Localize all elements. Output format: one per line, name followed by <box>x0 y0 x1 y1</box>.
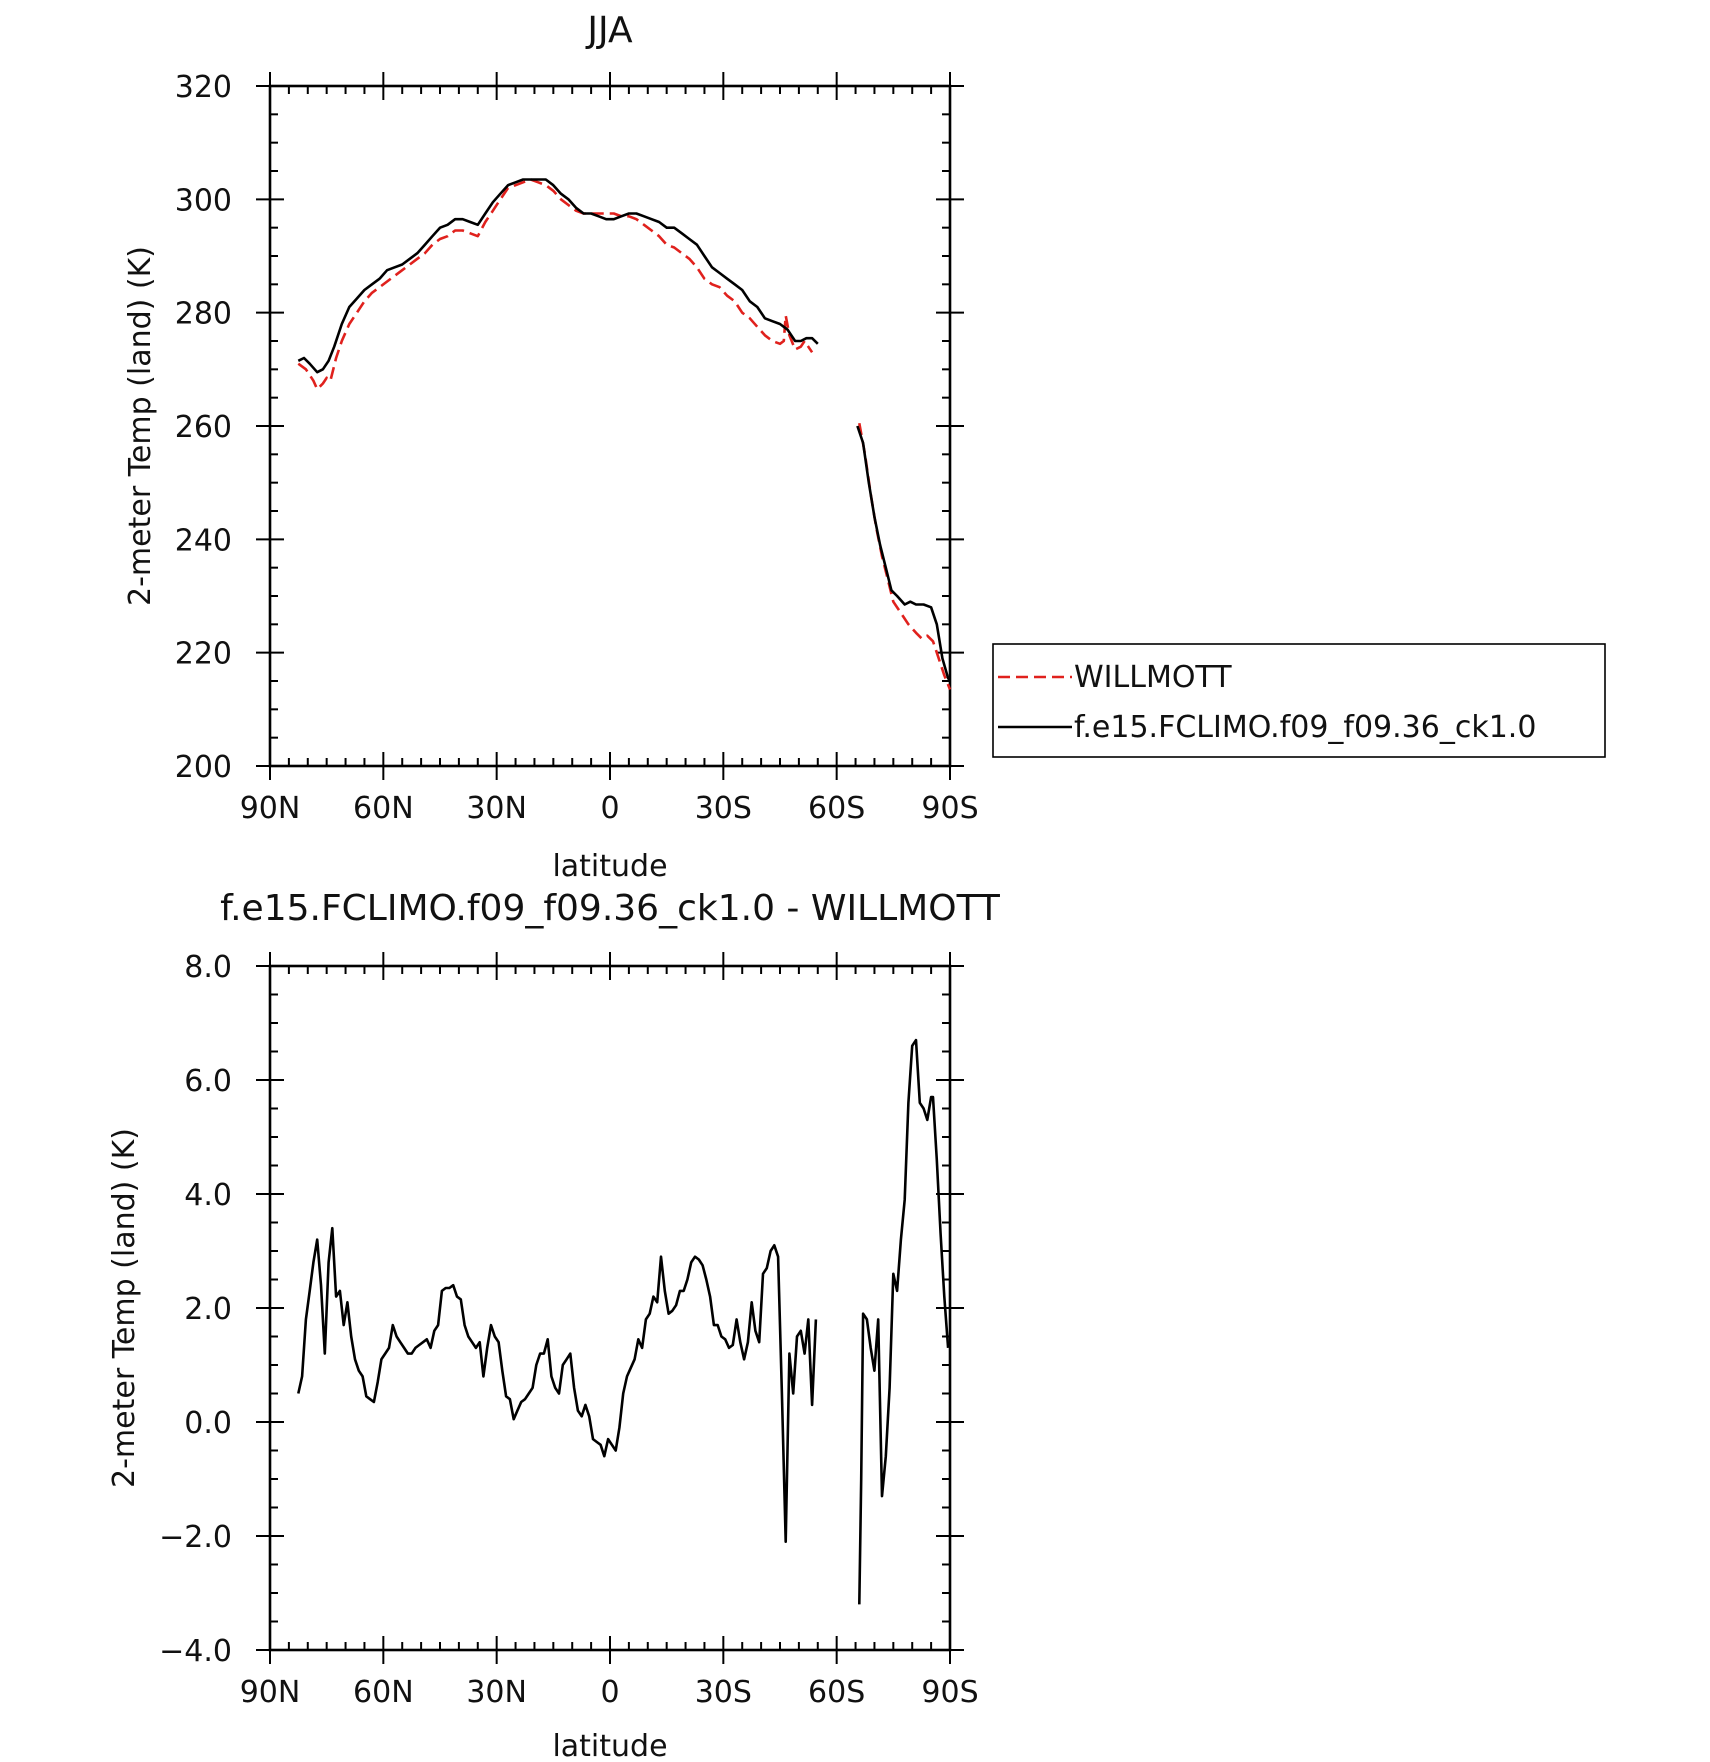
bottom-y-tick-label: 4.0 <box>184 1178 232 1213</box>
bottom-x-tick-label: 90S <box>921 1675 978 1710</box>
top-y-tick-label: 260 <box>175 410 232 445</box>
bottom-x-tick-label: 60S <box>808 1675 865 1710</box>
difference-panel: f.e15.FCLIMO.f09_f09.36_ck1.0 - WILLMOTT… <box>107 888 1001 1762</box>
top-y-tick-label: 300 <box>175 183 232 218</box>
bottom-y-axis-title: 2-meter Temp (land) (K) <box>107 1128 142 1488</box>
top-series-1-line <box>297 178 819 374</box>
top-plot-title: JJA <box>585 10 633 51</box>
bottom-series-0-line <box>858 1038 950 1605</box>
top-x-tick-label: 0 <box>600 791 619 826</box>
bottom-y-tick-label: −2.0 <box>159 1520 232 1555</box>
top-series-group <box>297 178 952 690</box>
top-y-tick-label: 220 <box>175 637 232 672</box>
bottom-x-tick-label: 60N <box>353 1675 414 1710</box>
top-x-tick-label: 90N <box>240 791 301 826</box>
top-x-tick-label: 60S <box>808 791 865 826</box>
top-x-tick-label: 90S <box>921 791 978 826</box>
top-y-axis-title: 2-meter Temp (land) (K) <box>123 246 158 606</box>
top-x-tick-label: 30N <box>466 791 527 826</box>
top-series-1-line <box>856 425 952 682</box>
legend-box <box>992 643 1606 758</box>
top-y-tick-label: 240 <box>175 523 232 558</box>
top-y-tick-label: 320 <box>175 70 232 105</box>
bottom-x-tick-label: 90N <box>240 1675 301 1710</box>
legend-label-model: f.e15.FCLIMO.f09_f09.36_ck1.0 <box>1074 710 1536 745</box>
bottom-y-tick-label: 0.0 <box>184 1406 232 1441</box>
bottom-y-tick-label: −4.0 <box>159 1634 232 1669</box>
top-series-0-line <box>297 178 814 391</box>
top-x-tick-label: 60N <box>353 791 414 826</box>
bottom-series-group <box>297 1038 950 1605</box>
temperature-panel: JJA 90N 60N 30N 0 30S 60S 90S 200 220 240 260 280 30… <box>123 10 1606 884</box>
bottom-y-tick-label: 8.0 <box>184 950 232 985</box>
bottom-series-0-line <box>297 1226 818 1543</box>
top-x-tick-label: 30S <box>695 791 752 826</box>
legend-label-willmott: WILLMOTT <box>1074 660 1232 695</box>
bottom-x-tick-label: 30N <box>466 1675 527 1710</box>
bottom-y-tick-label: 2.0 <box>184 1292 232 1327</box>
bottom-x-axis-title: latitude <box>552 1729 667 1762</box>
bottom-plot-title: f.e15.FCLIMO.f09_f09.36_ck1.0 - WILLMOTT <box>220 888 1001 929</box>
bottom-axis-ticks: 90N 60N 30N 0 30S 60S 90S −4.0 −2.0 0.0 2.0 4.0 6.0 8… <box>159 950 978 1710</box>
bottom-x-tick-label: 30S <box>695 1675 752 1710</box>
top-x-axis-title: latitude <box>552 849 667 884</box>
legend: WILLMOTT f.e15.FCLIMO.f09_f09.36_ck1.0 <box>992 643 1606 758</box>
bottom-x-tick-label: 0 <box>600 1675 619 1710</box>
top-y-tick-label: 280 <box>175 297 232 332</box>
top-axis-ticks: 90N 60N 30N 0 30S 60S 90S 200 220 240 260 280 300 320 <box>175 70 979 826</box>
top-series-0-line <box>858 422 952 690</box>
top-y-tick-label: 200 <box>175 750 232 785</box>
bottom-y-tick-label: 6.0 <box>184 1064 232 1099</box>
